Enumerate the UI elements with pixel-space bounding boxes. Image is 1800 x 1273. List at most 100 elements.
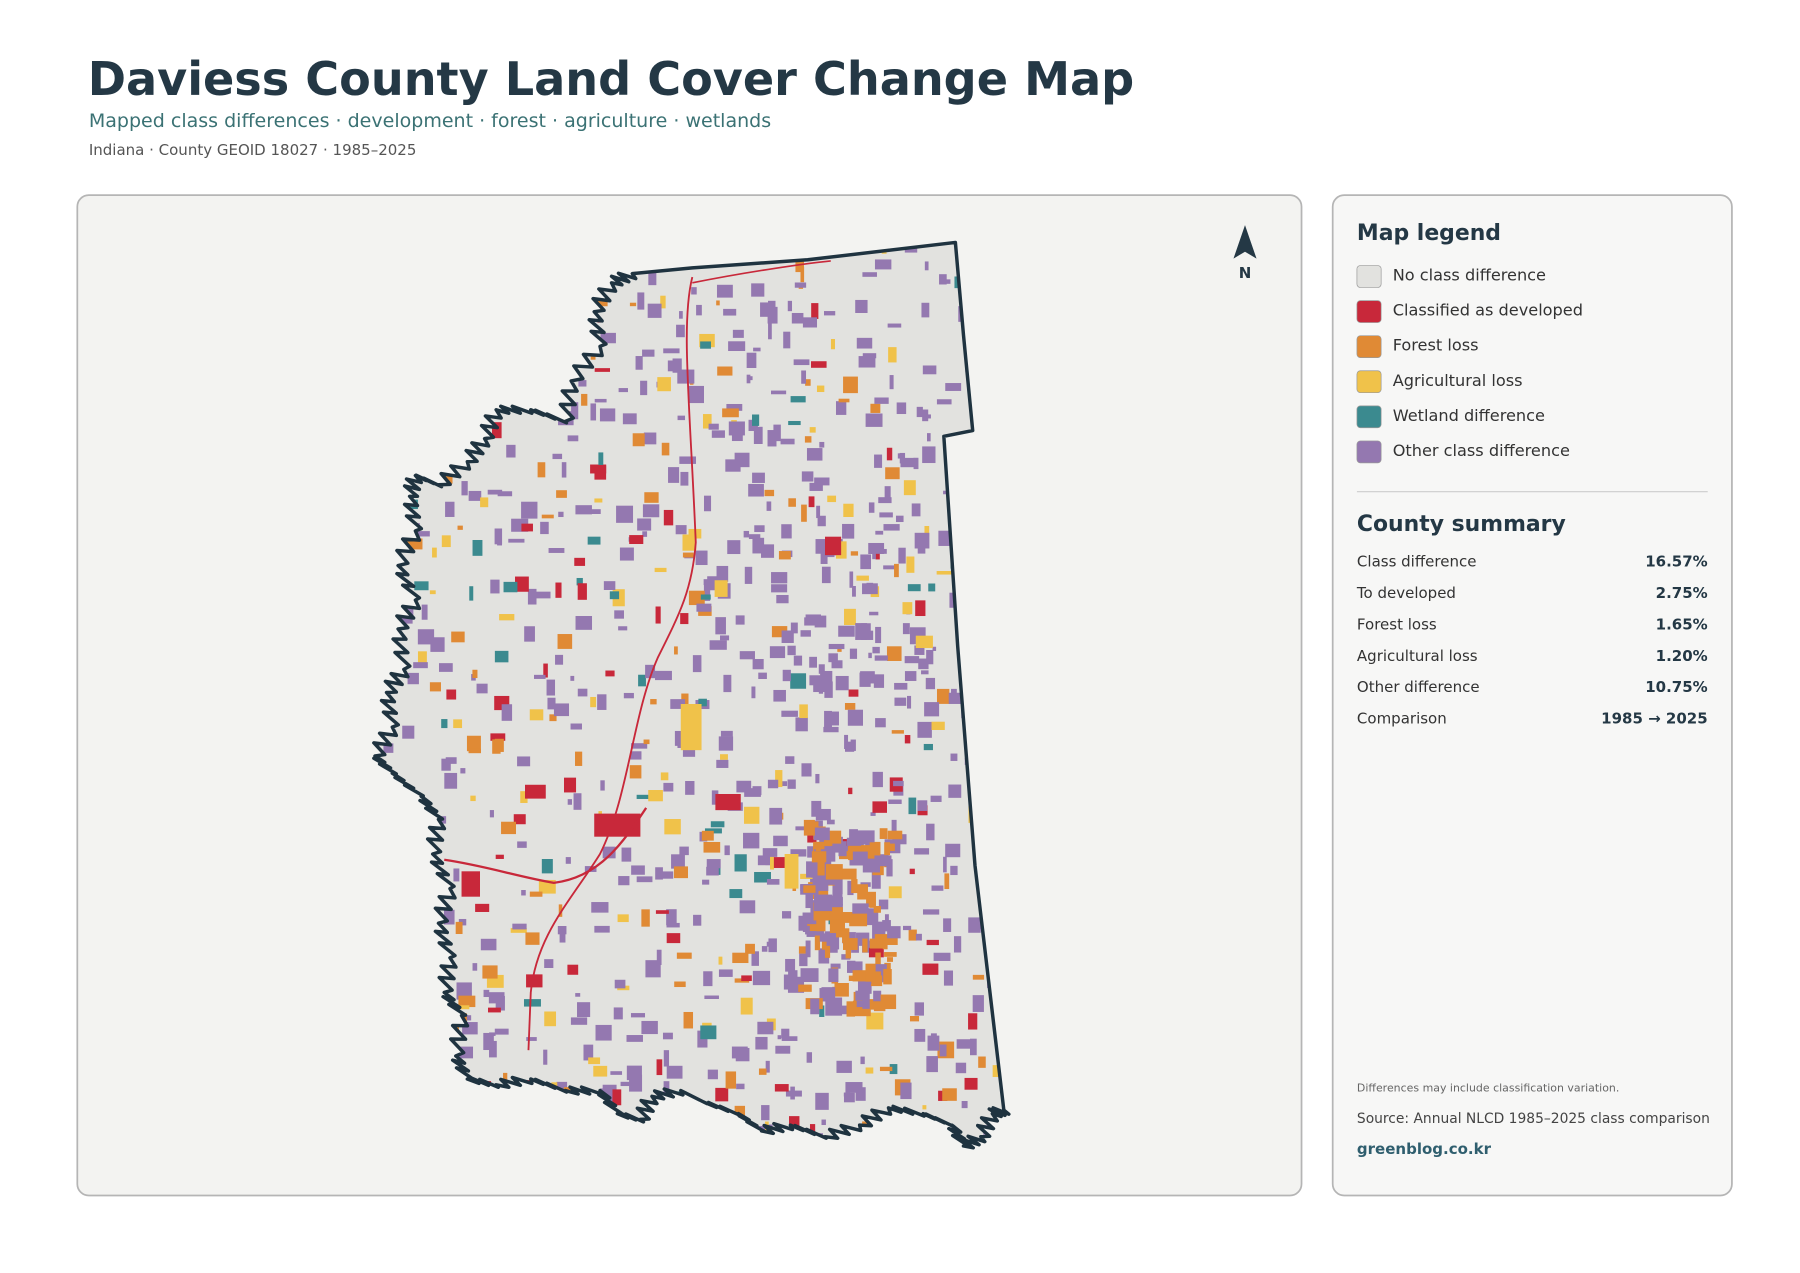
land-patch — [695, 550, 708, 566]
land-patch — [870, 971, 883, 987]
land-patch — [529, 709, 544, 721]
land-patch — [752, 658, 764, 670]
land-patch — [949, 592, 956, 608]
land-patch — [850, 1002, 864, 1014]
land-patch — [805, 889, 813, 909]
land-patch — [862, 992, 870, 1009]
land-patch — [610, 1071, 623, 1075]
land-patch — [955, 1062, 967, 1074]
land-patch — [879, 1066, 893, 1072]
land-patch — [936, 688, 950, 704]
land-patch — [670, 699, 686, 709]
land-patch — [476, 683, 488, 694]
land-patch — [915, 933, 922, 941]
land-patch — [885, 467, 900, 480]
land-patch — [767, 779, 779, 789]
land-patch — [734, 452, 750, 468]
land-patch — [821, 566, 831, 584]
land-patch — [902, 602, 913, 615]
land-patch — [558, 904, 563, 917]
land-patch — [674, 981, 686, 988]
land-patch — [632, 433, 645, 447]
land-patch — [751, 283, 765, 297]
land-patch — [922, 909, 940, 915]
land-patch — [622, 413, 637, 425]
land-patch — [741, 975, 752, 982]
land-patch — [724, 845, 730, 856]
land-patch — [801, 471, 814, 482]
land-patch — [825, 864, 843, 880]
land-patch — [570, 1017, 588, 1025]
land-patch — [754, 525, 765, 533]
footer-source: Source: Annual NLCD 1985–2025 class comp… — [1357, 1111, 1710, 1127]
land-patch — [862, 938, 868, 953]
land-patch — [526, 1037, 537, 1041]
land-patch — [913, 457, 919, 470]
land-patch — [700, 341, 711, 349]
land-patch — [917, 800, 928, 811]
land-patch — [692, 655, 702, 673]
land-patch — [844, 932, 856, 944]
land-patch — [799, 953, 808, 967]
land-patch — [526, 974, 543, 988]
land-patch — [771, 584, 788, 593]
land-patch — [642, 349, 655, 357]
land-patch — [603, 581, 616, 590]
land-patch — [576, 577, 583, 586]
land-patch — [926, 939, 939, 946]
north-label: N — [1239, 264, 1252, 282]
land-patch — [953, 936, 962, 953]
land-patch — [480, 938, 497, 951]
land-patch — [824, 946, 838, 953]
land-patch — [838, 398, 850, 403]
land-patch — [806, 448, 823, 461]
land-patch — [594, 813, 641, 837]
land-patch — [636, 794, 651, 799]
land-patch — [513, 814, 526, 825]
land-patch — [641, 909, 650, 927]
land-patch — [609, 591, 620, 600]
land-patch — [820, 547, 828, 564]
land-patch — [884, 962, 891, 971]
land-patch — [703, 841, 721, 853]
land-patch — [683, 1011, 694, 1029]
land-patch — [703, 579, 712, 586]
land-patch — [818, 664, 825, 674]
land-patch — [811, 851, 827, 863]
land-patch — [828, 968, 839, 983]
land-patch — [815, 773, 820, 784]
land-patch — [489, 810, 494, 818]
land-patch — [836, 1060, 852, 1073]
land-patch — [443, 909, 455, 925]
land-patch — [517, 756, 531, 767]
land-patch — [872, 550, 876, 560]
road — [527, 276, 697, 1051]
land-patch — [767, 430, 777, 447]
land-patch — [728, 421, 745, 436]
land-patch — [931, 885, 944, 891]
land-patch — [616, 505, 634, 523]
land-patch — [698, 698, 707, 707]
land-patch — [789, 1116, 800, 1132]
land-patch — [875, 952, 881, 970]
land-patch — [805, 614, 821, 624]
land-patch — [824, 945, 831, 958]
land-patch — [809, 427, 816, 433]
land-patch — [844, 608, 856, 626]
land-patch — [924, 525, 930, 537]
land-patch — [591, 902, 609, 913]
land-patch — [874, 655, 888, 661]
land-patch — [888, 799, 902, 804]
land-patch — [838, 625, 855, 637]
land-patch — [872, 771, 883, 788]
land-patch — [944, 873, 950, 890]
land-patch — [414, 531, 430, 537]
land-patch — [672, 358, 682, 373]
land-patch — [541, 514, 554, 519]
land-patch — [866, 1012, 884, 1030]
land-patch — [666, 1065, 683, 1079]
land-patch — [781, 710, 798, 717]
land-patch — [875, 551, 880, 560]
land-patch — [949, 384, 955, 391]
